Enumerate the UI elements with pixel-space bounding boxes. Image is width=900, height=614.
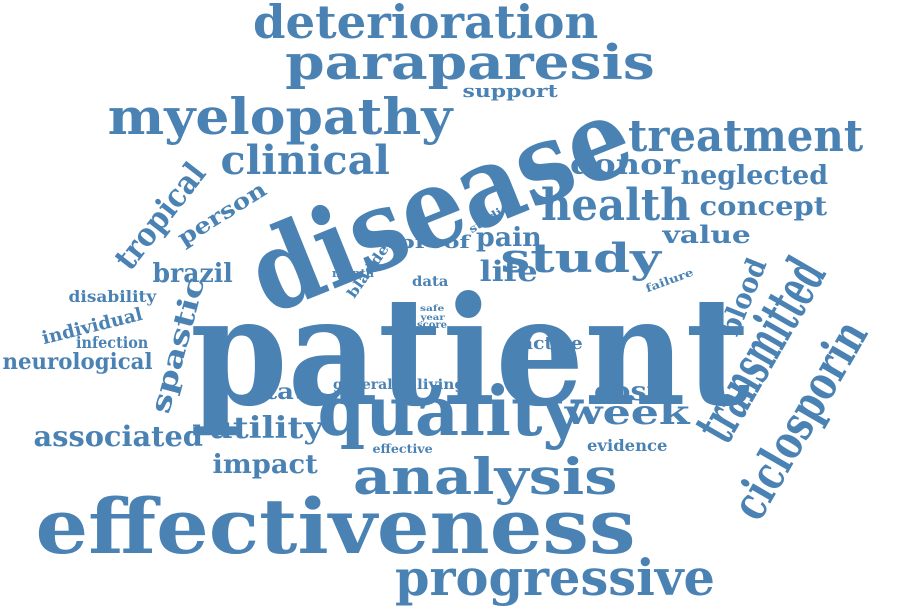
- word-quality: quality: [317, 372, 583, 452]
- word-patient: patient: [190, 264, 751, 440]
- word-value: value: [661, 220, 751, 249]
- word-pain: pain: [476, 223, 542, 253]
- word-clinical: clinical: [220, 137, 390, 184]
- word-analysis: analysis: [352, 447, 617, 506]
- word-support: support: [462, 81, 558, 102]
- word-utility: utility: [207, 411, 323, 446]
- word-life: life: [478, 255, 538, 288]
- word-score: score: [417, 320, 448, 331]
- word-week: week: [564, 393, 690, 433]
- word-study: study: [499, 235, 661, 282]
- word-general: general: [333, 377, 393, 393]
- word-year: year: [419, 312, 445, 322]
- word-month: month: [331, 266, 375, 280]
- word-neglected: neglected: [680, 161, 828, 191]
- word-infection: infection: [76, 333, 149, 352]
- word-proof: proof: [398, 232, 470, 253]
- word-active: active: [521, 333, 583, 354]
- word-concept: concept: [699, 192, 827, 222]
- word-living: living: [416, 377, 466, 393]
- word-effective: effective: [371, 442, 433, 456]
- word-associated: associated: [33, 420, 203, 453]
- word-myelopathy: myelopathy: [107, 87, 453, 146]
- word-effectiveness: effectiveness: [34, 482, 636, 571]
- word-disability: disability: [68, 287, 156, 306]
- word-neurological: neurological: [1, 349, 153, 375]
- word-deterioration: deterioration: [252, 0, 598, 49]
- word-safe: safe: [419, 303, 445, 313]
- word-evidence: evidence: [586, 436, 668, 455]
- word-progressive: progressive: [394, 548, 715, 607]
- word-health: health: [541, 180, 691, 231]
- word-cost: cost: [594, 377, 660, 407]
- word-state: state: [250, 379, 322, 405]
- word-brazil: brazil: [151, 259, 233, 289]
- word-donor: donor: [569, 148, 681, 181]
- word-impact: impact: [212, 450, 318, 480]
- word-treatment: treatment: [627, 111, 863, 162]
- word-paraparesis: paraparesis: [285, 35, 655, 91]
- word-data: data: [411, 274, 449, 290]
